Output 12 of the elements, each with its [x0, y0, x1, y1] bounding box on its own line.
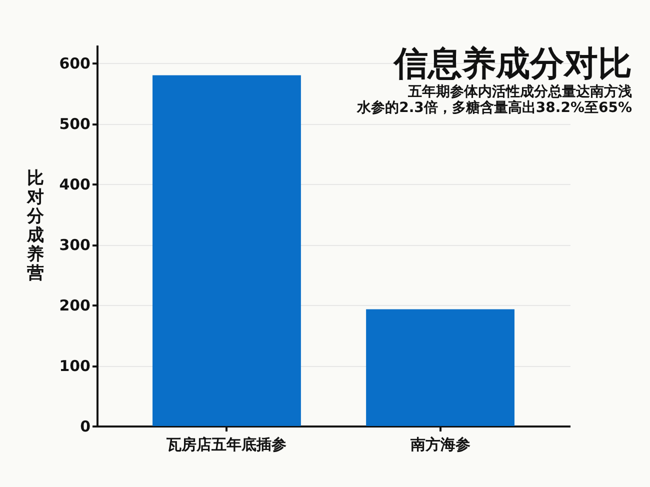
y-tick-label: 200	[59, 296, 90, 315]
text: 五年期参体内活性成分总量达南方浅水参的2.3倍，多糖含量高出38.2%至65%	[356, 83, 632, 116]
y-tick-label: 0	[80, 418, 90, 436]
y-axis-title: 比对分成养营	[26, 168, 45, 284]
y-tick-label: 500	[59, 115, 90, 134]
y-tick-label: 100	[59, 357, 90, 376]
x-tick-label: 南方海参	[409, 436, 470, 454]
y-tick-label: 400	[59, 176, 90, 194]
x-tick-label: 瓦房店五年底插参	[166, 436, 287, 454]
y-tick-label: 300	[59, 236, 90, 254]
chart-title: 信息养成分对比	[392, 44, 632, 84]
y-tick-label: 600	[59, 54, 90, 73]
